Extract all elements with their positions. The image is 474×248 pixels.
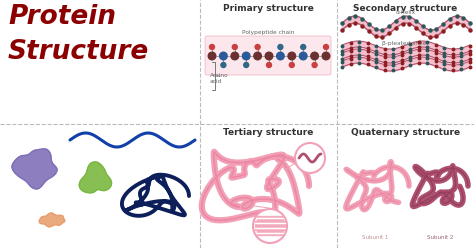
Circle shape: [232, 44, 237, 50]
Circle shape: [301, 44, 306, 50]
Circle shape: [289, 62, 294, 67]
Text: Quaternary structure: Quaternary structure: [351, 128, 460, 137]
Circle shape: [244, 62, 249, 67]
Circle shape: [265, 52, 273, 60]
Circle shape: [322, 52, 330, 60]
Polygon shape: [39, 213, 65, 227]
Circle shape: [266, 62, 272, 67]
Circle shape: [210, 44, 215, 50]
Circle shape: [295, 143, 325, 173]
Circle shape: [253, 209, 287, 243]
Text: Secondary structure: Secondary structure: [354, 4, 457, 13]
Circle shape: [300, 52, 307, 60]
Text: α-helix: α-helix: [395, 10, 416, 15]
Circle shape: [242, 52, 250, 60]
Text: Tertiary structure: Tertiary structure: [223, 128, 314, 137]
Circle shape: [277, 52, 284, 60]
FancyBboxPatch shape: [205, 36, 331, 75]
Circle shape: [231, 52, 238, 60]
Circle shape: [208, 52, 216, 60]
Polygon shape: [79, 162, 111, 193]
Circle shape: [323, 44, 328, 50]
Circle shape: [311, 52, 319, 60]
Text: β-pleated sheet: β-pleated sheet: [382, 41, 429, 46]
Circle shape: [219, 52, 227, 60]
Circle shape: [312, 62, 317, 67]
Polygon shape: [12, 149, 57, 189]
Text: Amino
acid: Amino acid: [210, 73, 228, 84]
Circle shape: [288, 52, 296, 60]
Text: Primary structure: Primary structure: [223, 4, 314, 13]
Text: Subunit 2: Subunit 2: [427, 235, 453, 240]
Text: Polypeptide chain: Polypeptide chain: [242, 30, 294, 35]
Text: Subunit 1: Subunit 1: [362, 235, 388, 240]
Circle shape: [255, 44, 260, 50]
Circle shape: [221, 62, 226, 67]
Text: Protein: Protein: [8, 4, 116, 30]
Circle shape: [278, 44, 283, 50]
Text: Structure: Structure: [8, 39, 149, 65]
Circle shape: [254, 52, 261, 60]
